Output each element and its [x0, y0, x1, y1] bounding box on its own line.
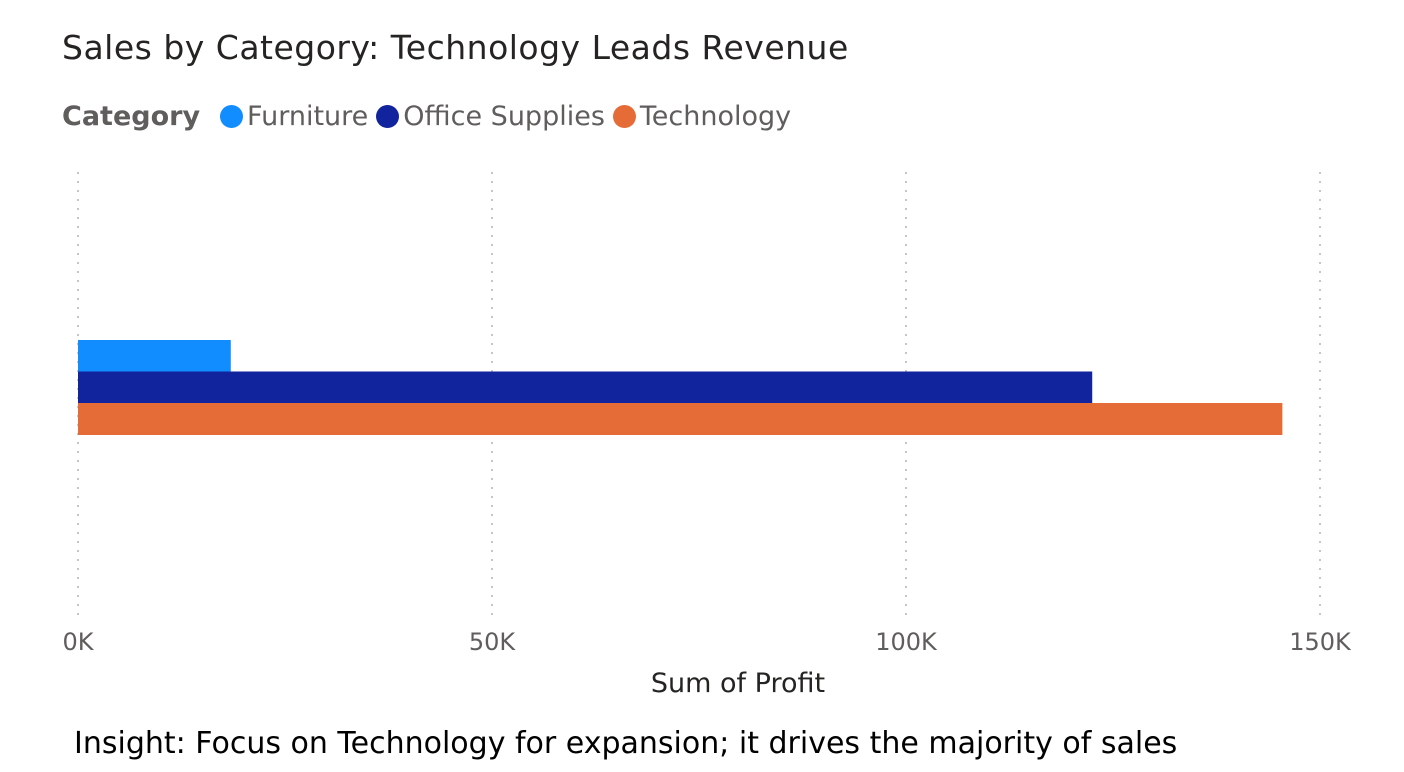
legend-item-office-supplies[interactable]: Office Supplies	[376, 101, 605, 132]
bar-chart-plot: 0K 50K 100K 150K Sum of Profit	[62, 172, 1352, 699]
x-axis-ticks: 0K 50K 100K 150K	[62, 628, 1352, 656]
bars	[78, 340, 1283, 435]
x-tick-label-0: 0K	[62, 628, 94, 656]
x-tick-label-2: 100K	[875, 628, 938, 656]
legend-label-furniture: Furniture	[247, 100, 369, 132]
legend-item-technology[interactable]: Technology	[612, 100, 792, 132]
x-tick-label-3: 150K	[1289, 628, 1352, 656]
legend-title: Category	[62, 100, 201, 132]
bar-office-supplies[interactable]	[78, 371, 1093, 404]
legend-label-office-supplies: Office Supplies	[403, 100, 605, 132]
x-axis-title: Sum of Profit	[651, 668, 825, 699]
bar-technology[interactable]	[78, 403, 1283, 435]
x-tick-label-1: 50K	[469, 628, 517, 656]
legend-dot-technology	[612, 104, 636, 128]
legend-label-technology: Technology	[639, 100, 792, 132]
legend-item-furniture[interactable]: Furniture	[220, 101, 368, 132]
legend-dot-office-supplies	[376, 104, 400, 128]
chart-title: Sales by Category: Technology Leads Reve…	[62, 28, 849, 67]
legend-dot-furniture	[220, 104, 244, 128]
legend: Category Furniture Office Supplies Techn…	[62, 98, 799, 134]
bar-furniture[interactable]	[78, 340, 231, 372]
insight-text: Insight: Focus on Technology for expansi…	[74, 726, 1178, 761]
